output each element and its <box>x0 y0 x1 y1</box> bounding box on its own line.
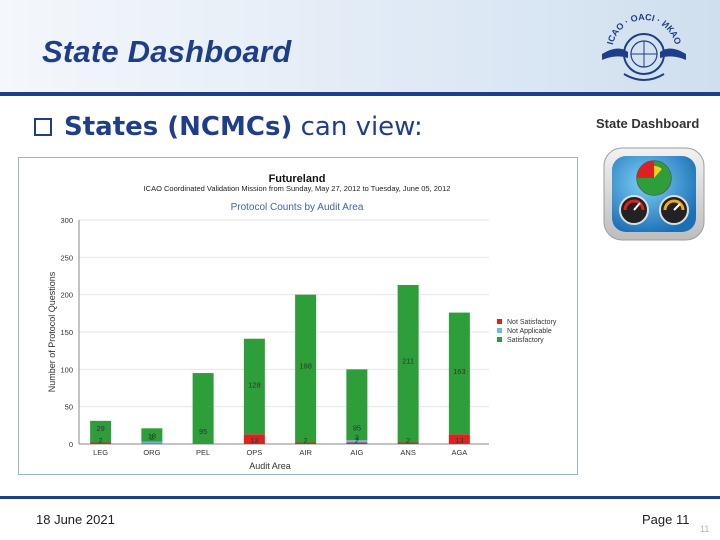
bar-segment <box>90 442 112 444</box>
chart-heading: Protocol Counts by Audit Area <box>231 202 364 213</box>
legend-swatch <box>497 328 502 333</box>
footer-date: 18 June 2021 <box>36 512 115 527</box>
slide-header <box>0 0 720 92</box>
bar-data-label: 3 <box>150 433 154 442</box>
bullet-rest-text: can view: <box>292 112 423 142</box>
bar-data-label: 3 <box>355 433 359 442</box>
y-tick-label: 300 <box>60 216 73 225</box>
bullet-states-view: States (NCMCs) can view: <box>34 112 423 142</box>
legend-label: Not Applicable <box>507 328 552 335</box>
bar-segment <box>346 369 368 441</box>
bar-data-label: 18 <box>148 431 156 440</box>
bar-segment <box>90 420 112 443</box>
bullet-text: States (NCMCs) can view: <box>64 112 423 142</box>
x-tick-label: AGA <box>451 448 467 457</box>
bar-segment <box>192 373 214 444</box>
bar-data-label: 211 <box>402 357 414 366</box>
bar-segment <box>295 294 317 443</box>
x-tick-label: AIG <box>350 448 363 457</box>
bar-data-label: 13 <box>455 436 463 445</box>
bar-segment <box>295 442 317 444</box>
bar-data-label: 128 <box>248 381 261 390</box>
legend-label: Not Satisfactory <box>507 319 557 326</box>
corner-slide-number: 11 <box>700 524 710 534</box>
x-tick-label: AIR <box>299 448 312 457</box>
bar-data-label: 163 <box>453 367 466 376</box>
x-tick-label: ORG <box>143 448 160 457</box>
bar-segment <box>397 284 419 443</box>
bar-segment <box>346 442 368 444</box>
bullet-checkbox-icon <box>34 118 52 136</box>
bar-segment <box>141 441 163 444</box>
x-axis-label: Audit Area <box>249 461 291 471</box>
bar-data-label: 95 <box>353 423 361 432</box>
y-tick-label: 150 <box>60 328 73 337</box>
header-rule <box>0 92 720 96</box>
bar-data-label: 13 <box>250 436 258 445</box>
y-tick-label: 250 <box>60 253 73 262</box>
chart-subtitle: ICAO Coordinated Validation Mission from… <box>144 184 451 193</box>
x-tick-label: OPS <box>246 448 262 457</box>
bar-data-label: 29 <box>96 424 104 433</box>
chart-title: Futureland <box>269 173 326 185</box>
protocol-counts-chart: Futureland ICAO Coordinated Validation Mi… <box>18 157 578 475</box>
slide-title: State Dashboard <box>42 34 292 69</box>
x-tick-label: PEL <box>196 448 210 457</box>
icao-logo: ICAO · OACI · ИКАО <box>602 12 686 81</box>
y-tick-label: 100 <box>60 365 73 374</box>
bar-segment <box>243 338 265 435</box>
bar-segment <box>346 440 368 443</box>
y-tick-label: 50 <box>65 403 73 412</box>
footer-rule <box>0 496 720 499</box>
bar-segment <box>141 428 163 442</box>
bar-data-label: 95 <box>199 427 207 436</box>
bar-data-label: 2 <box>304 436 308 445</box>
y-tick-label: 0 <box>69 440 73 449</box>
bar-segment <box>448 434 470 444</box>
x-tick-label: ANS <box>400 448 415 457</box>
legend-swatch <box>497 337 502 342</box>
y-tick-label: 200 <box>60 291 73 300</box>
bar-segment <box>448 312 470 435</box>
bar-data-label: 2 <box>355 436 359 445</box>
bar-segment <box>243 434 265 444</box>
bar-segment <box>141 443 163 445</box>
state-dashboard-label: State Dashboard <box>596 116 700 131</box>
bullet-bold-text: States (NCMCs) <box>64 112 293 142</box>
footer-page-number: Page 11 <box>642 512 690 527</box>
bar-data-label: 2 <box>406 436 410 445</box>
legend-label: Satisfactory <box>507 337 544 344</box>
bar-segment <box>397 442 419 444</box>
legend-swatch <box>497 319 502 324</box>
y-axis-label: Number of Protocol Questions <box>47 271 57 392</box>
bar-data-label: 198 <box>299 362 312 371</box>
bar-data-label: 2 <box>99 436 103 445</box>
x-tick-label: LEG <box>93 448 108 457</box>
state-dashboard-app-icon[interactable] <box>600 144 712 246</box>
